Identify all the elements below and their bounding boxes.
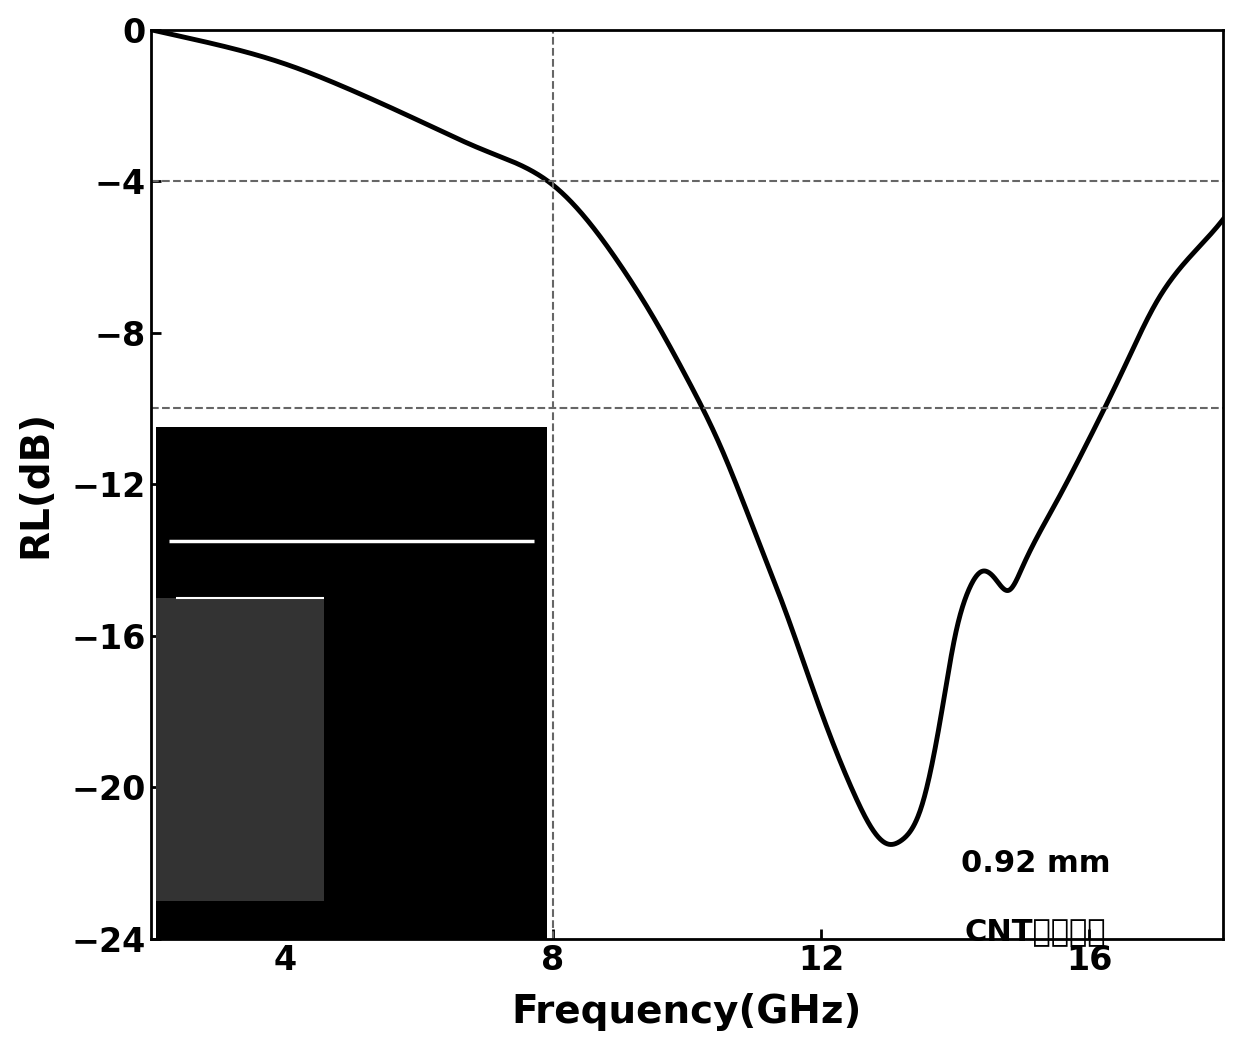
Y-axis label: RL(dB): RL(dB) <box>16 410 55 559</box>
Text: 0.92 mm: 0.92 mm <box>961 849 1110 877</box>
Text: CNT树脂涂层: CNT树脂涂层 <box>965 917 1106 945</box>
X-axis label: Frequency(GHz): Frequency(GHz) <box>512 994 862 1031</box>
Bar <box>156 428 548 939</box>
Bar <box>156 597 324 901</box>
